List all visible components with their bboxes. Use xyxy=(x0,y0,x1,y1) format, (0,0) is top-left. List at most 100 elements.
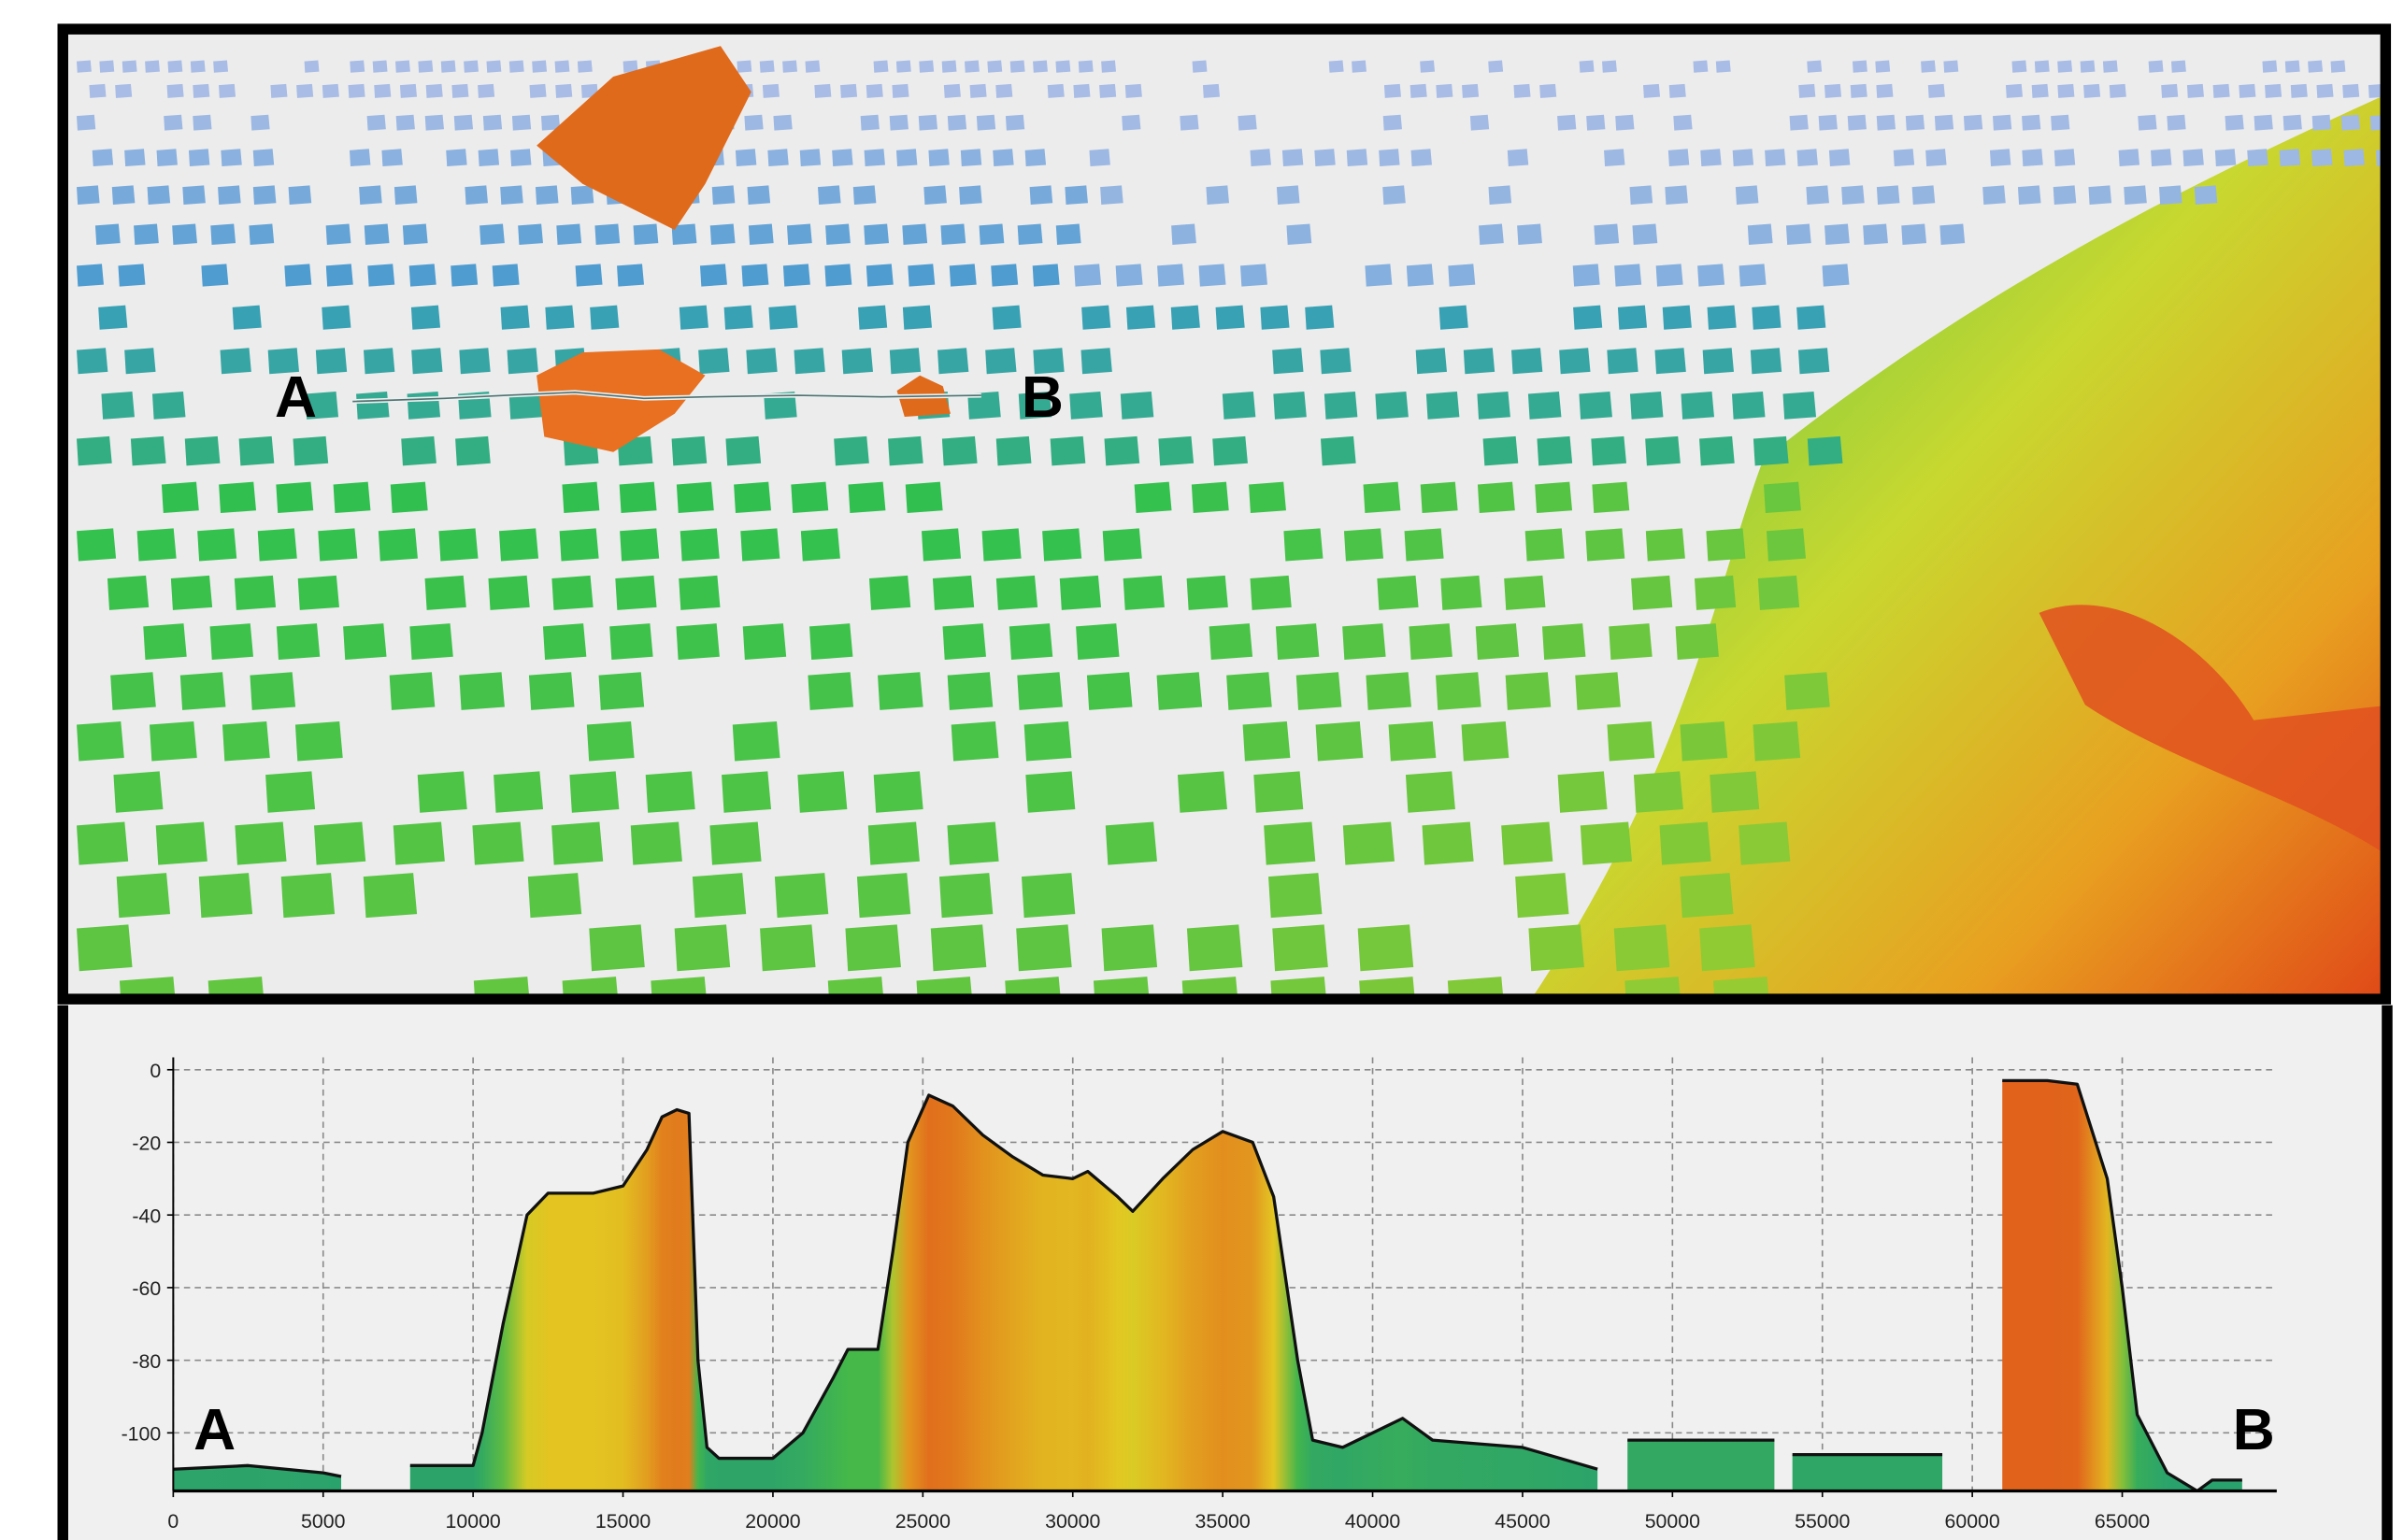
terrain-tile xyxy=(2081,60,2096,72)
terrain-tile xyxy=(959,185,982,205)
terrain-tile xyxy=(908,264,935,286)
terrain-tile xyxy=(1125,84,1142,98)
terrain-tile xyxy=(1656,264,1683,286)
terrain-tile xyxy=(148,185,171,205)
terrain-tile xyxy=(1790,115,1809,131)
y-tick-label: -80 xyxy=(132,1350,161,1373)
terrain-tile xyxy=(942,60,957,72)
terrain-tile xyxy=(1699,436,1735,466)
terrain-tile xyxy=(265,771,315,812)
terrain-tile xyxy=(952,721,999,762)
terrain-tile xyxy=(2225,115,2243,131)
terrain-tile xyxy=(2291,84,2308,98)
terrain-tile xyxy=(1504,576,1545,610)
terrain-tile xyxy=(1305,306,1334,330)
terrain-tile xyxy=(1010,60,1025,72)
terrain-tile xyxy=(191,60,206,72)
terrain-tile xyxy=(746,348,777,374)
terrain-tile xyxy=(775,873,828,918)
terrain-tile xyxy=(818,185,841,205)
terrain-tile xyxy=(2331,60,2346,72)
terrain-tile xyxy=(124,348,155,374)
terrain-tile xyxy=(1022,873,1075,918)
terrain-tile xyxy=(1511,348,1542,374)
terrain-tile xyxy=(512,115,531,131)
terrain-tile xyxy=(1223,392,1256,420)
terrain-tile xyxy=(253,185,277,205)
terrain-tile xyxy=(1192,482,1229,513)
terrain-tile xyxy=(1024,721,1072,762)
terrain-tile xyxy=(797,771,847,812)
terrain-tile xyxy=(2161,84,2178,98)
terrain-tile xyxy=(724,306,753,330)
terrain-tile xyxy=(167,84,184,98)
terrain-tile xyxy=(1065,185,1088,205)
terrain-tile xyxy=(1700,149,1721,166)
terrain-tile xyxy=(219,84,236,98)
terrain-tile xyxy=(970,84,987,98)
terrain-tile xyxy=(367,264,394,286)
terrain-tile xyxy=(1506,672,1552,710)
terrain-tile xyxy=(529,672,575,710)
terrain-tile xyxy=(878,672,923,710)
terrain-tile xyxy=(1478,482,1515,513)
terrain-tile xyxy=(888,436,923,466)
terrain-tile xyxy=(1342,623,1385,660)
terrain-tile xyxy=(218,185,241,205)
terrain-tile xyxy=(2312,115,2331,131)
terrain-tile xyxy=(1853,60,1867,72)
terrain-tile xyxy=(845,924,901,971)
terrain-tile xyxy=(1089,149,1109,166)
terrain-tile xyxy=(676,623,719,660)
terrain-tile xyxy=(1006,115,1024,131)
terrain-tile xyxy=(551,576,593,610)
terrain-tile xyxy=(350,149,370,166)
terrain-tile xyxy=(993,149,1013,166)
terrain-tile xyxy=(2138,115,2156,131)
terrain-tile xyxy=(2262,60,2277,72)
terrain-tile xyxy=(2018,185,2041,205)
terrain-tile xyxy=(919,60,934,72)
terrain-tile xyxy=(199,873,252,918)
terrain-tile xyxy=(919,115,937,131)
terrain-tile xyxy=(182,185,206,205)
terrain-tile xyxy=(1352,60,1367,72)
terrain-tile xyxy=(824,264,851,286)
terrain-tile xyxy=(2057,84,2074,98)
terrain-tile xyxy=(1470,115,1489,131)
terrain-tile xyxy=(996,576,1037,610)
terrain-tile xyxy=(896,60,911,72)
terrain-tile xyxy=(1643,84,1660,98)
terrain-tile xyxy=(1823,264,1850,286)
terrain-tile xyxy=(2051,115,2069,131)
terrain-tile xyxy=(1631,576,1672,610)
terrain-tile xyxy=(556,224,581,245)
terrain-tile xyxy=(1765,149,1785,166)
terrain-tile xyxy=(518,224,543,245)
terrain-tile xyxy=(454,115,473,131)
terrain-tile xyxy=(1462,84,1479,98)
terrain-tile xyxy=(1347,149,1367,166)
terrain-tile xyxy=(411,348,442,374)
terrain-tile xyxy=(381,149,402,166)
terrain-tile xyxy=(1087,672,1133,710)
terrain-tile xyxy=(1614,924,1670,971)
terrain-tile xyxy=(947,821,998,864)
terrain-tile xyxy=(576,264,603,286)
terrain-tile xyxy=(1249,482,1286,513)
terrain-tile xyxy=(117,873,170,918)
terrain-tile xyxy=(1009,623,1052,660)
terrain-tile xyxy=(555,60,570,72)
terrain-tile xyxy=(367,115,386,131)
terrain-tile xyxy=(193,115,211,131)
terrain-tile xyxy=(343,623,386,660)
terrain-tile xyxy=(599,672,645,710)
x-tick-label: 15000 xyxy=(595,1510,651,1533)
terrain-tile xyxy=(551,821,603,864)
terrain-tile xyxy=(1016,924,1072,971)
terrain-tile xyxy=(1710,771,1759,812)
terrain-tile xyxy=(1382,185,1406,205)
terrain-tile xyxy=(464,60,479,72)
terrain-tile xyxy=(1848,115,1867,131)
terrain-tile xyxy=(1017,672,1063,710)
